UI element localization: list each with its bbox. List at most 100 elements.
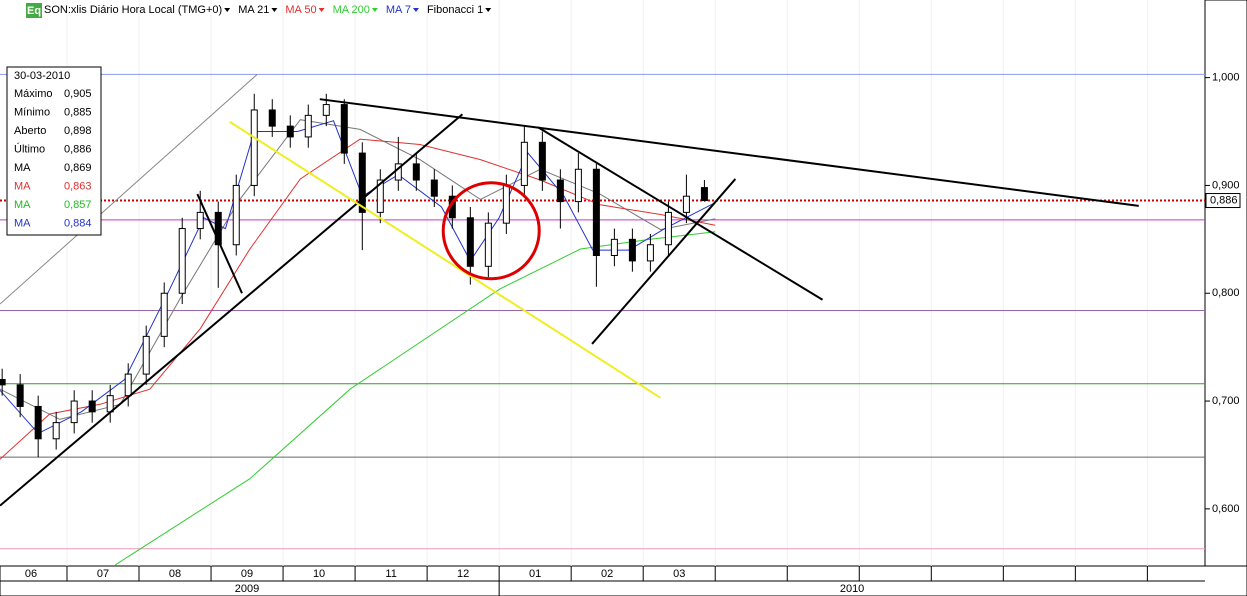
candle-body bbox=[340, 104, 348, 154]
candle-body bbox=[412, 163, 420, 181]
info-label: MA bbox=[14, 162, 31, 174]
candle-body bbox=[466, 217, 474, 267]
annotation-circle bbox=[441, 181, 541, 281]
trendline bbox=[0, 74, 258, 305]
candle-body bbox=[322, 104, 330, 116]
candle-body bbox=[556, 179, 564, 203]
candle-body bbox=[142, 335, 150, 375]
candle-body bbox=[592, 168, 600, 257]
x-tick-label: 06 bbox=[25, 568, 37, 580]
legend-entry[interactable]: MA 21 bbox=[238, 4, 269, 16]
trendline bbox=[196, 193, 243, 294]
candle-body bbox=[430, 179, 438, 197]
instrument-name[interactable]: SON:xlis Diário Hora Local (TMG+0) bbox=[44, 4, 222, 16]
candle-body bbox=[628, 238, 636, 262]
x-tick-label: 07 bbox=[97, 568, 109, 580]
info-value: 0,863 bbox=[64, 180, 92, 192]
instrument-icon-label: Eq bbox=[27, 5, 41, 17]
y-tick-label: 0,800 bbox=[1212, 287, 1240, 299]
dropdown-arrow[interactable] bbox=[371, 8, 378, 12]
trendline bbox=[319, 98, 1139, 207]
trendline bbox=[0, 113, 464, 507]
candle-body bbox=[538, 141, 546, 181]
candle-body bbox=[304, 114, 312, 138]
y-tick-label: 1,000 bbox=[1212, 72, 1240, 84]
legend-entry[interactable]: MA 50 bbox=[285, 4, 316, 16]
x-tick-label: 12 bbox=[457, 568, 469, 580]
info-value: 0,886 bbox=[64, 143, 92, 155]
info-value: 0,905 bbox=[64, 88, 92, 100]
legend-entry[interactable]: MA 7 bbox=[386, 4, 411, 16]
x-tick-label: 08 bbox=[169, 568, 181, 580]
info-label: MA bbox=[14, 199, 31, 211]
candle-body bbox=[178, 228, 186, 294]
x-tick-label: 02 bbox=[601, 568, 613, 580]
last-price-label: 0,886 bbox=[1210, 194, 1238, 206]
candle-body bbox=[664, 211, 672, 246]
x-tick-label: 11 bbox=[385, 568, 396, 580]
trendline bbox=[537, 126, 824, 301]
candle-body bbox=[0, 378, 6, 386]
info-value: 0,885 bbox=[64, 106, 92, 118]
candle-body bbox=[520, 141, 528, 186]
candle-body bbox=[358, 152, 366, 213]
info-value: 0,884 bbox=[64, 217, 92, 229]
candle-body bbox=[376, 179, 384, 213]
candle-body bbox=[682, 195, 690, 213]
legend-entry[interactable]: MA 200 bbox=[333, 4, 370, 16]
dropdown-arrow[interactable] bbox=[318, 8, 325, 12]
x-tick-label: 10 bbox=[313, 568, 325, 580]
fibonacci-label[interactable]: Fibonacci 1 bbox=[427, 4, 483, 16]
info-value: 0,869 bbox=[64, 162, 92, 174]
dropdown-arrow[interactable] bbox=[224, 8, 231, 12]
candle-body bbox=[34, 405, 42, 440]
info-value: 0,857 bbox=[64, 199, 92, 211]
instrument-icon bbox=[26, 3, 42, 18]
x-tick-label: 09 bbox=[241, 568, 253, 580]
candle-body bbox=[232, 184, 240, 246]
candle-body bbox=[16, 384, 24, 407]
x-tick-label: 03 bbox=[673, 568, 685, 580]
candle-body bbox=[502, 184, 510, 224]
dropdown-arrow[interactable] bbox=[485, 8, 492, 12]
candle-body bbox=[160, 292, 168, 337]
info-label: Máximo bbox=[14, 88, 53, 100]
candle-body bbox=[700, 187, 708, 202]
candle-body bbox=[214, 211, 222, 246]
candle-body bbox=[610, 238, 618, 257]
info-label: Mínimo bbox=[14, 106, 50, 118]
dropdown-arrow[interactable] bbox=[412, 8, 419, 12]
candle-body bbox=[250, 109, 258, 186]
candle-body bbox=[646, 244, 654, 262]
info-value: 0,898 bbox=[64, 125, 92, 137]
candle-body bbox=[52, 422, 60, 440]
candle-body bbox=[268, 109, 276, 127]
candle-body bbox=[88, 400, 96, 413]
info-label: MA bbox=[14, 180, 31, 192]
y-axis-panel bbox=[1204, 0, 1247, 567]
trendline bbox=[229, 120, 662, 399]
year-label: 2009 bbox=[235, 583, 259, 595]
candle-body bbox=[484, 222, 492, 267]
x-tick-label: 01 bbox=[529, 568, 541, 580]
info-label: Último bbox=[14, 142, 45, 155]
last-price-box bbox=[1205, 193, 1241, 209]
info-label: Aberto bbox=[14, 125, 46, 137]
candle-body bbox=[574, 168, 582, 203]
y-tick-label: 0,600 bbox=[1212, 503, 1240, 515]
plot-area bbox=[0, 0, 1205, 566]
trendline bbox=[591, 178, 737, 345]
info-date: 30-03-2010 bbox=[14, 70, 70, 82]
candle-body bbox=[70, 400, 78, 424]
y-tick-label: 0,900 bbox=[1212, 179, 1240, 191]
year-label: 2010 bbox=[840, 583, 864, 595]
candle-body bbox=[196, 211, 204, 230]
info-box: 30-03-2010 Máximo 0,905 Mínimo 0,885 Aberto 0,… bbox=[6, 66, 102, 236]
dropdown-arrow[interactable] bbox=[271, 8, 278, 12]
candle-body bbox=[124, 373, 132, 397]
info-label: MA bbox=[14, 217, 31, 229]
plot-layer bbox=[0, 0, 1205, 566]
candle-body bbox=[286, 125, 294, 138]
info-box-frame bbox=[6, 66, 102, 236]
